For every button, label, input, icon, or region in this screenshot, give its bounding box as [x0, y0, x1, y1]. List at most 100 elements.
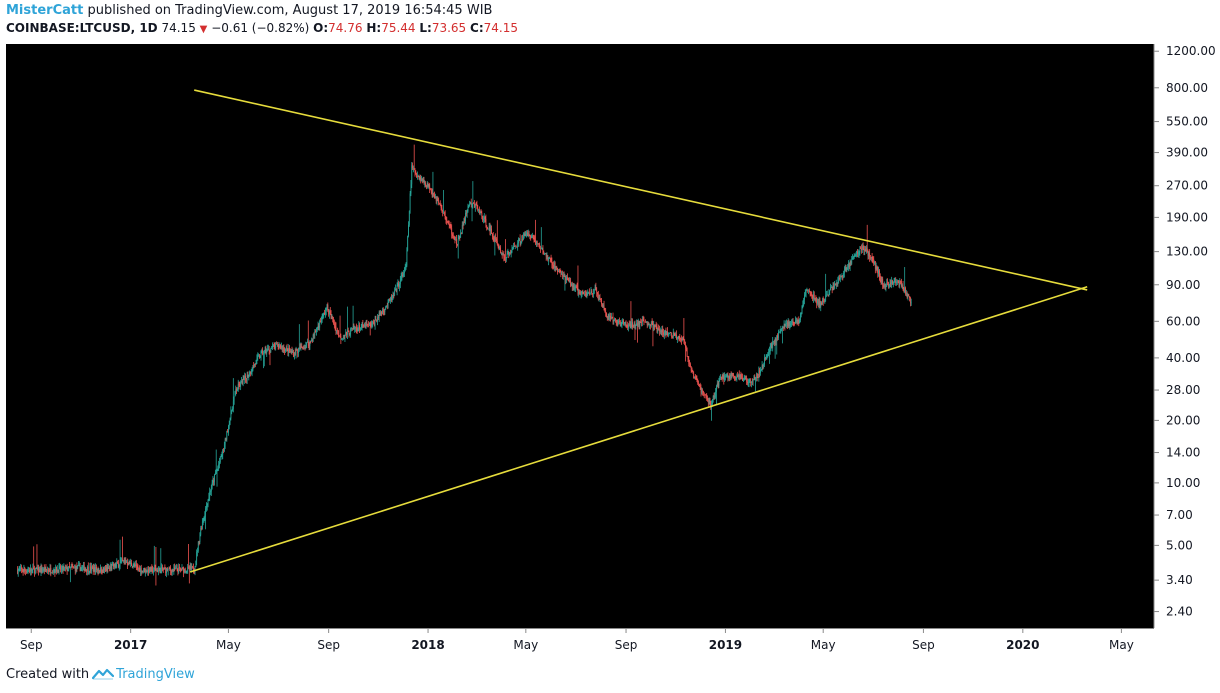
candle-body	[857, 251, 858, 254]
candle-body	[270, 348, 272, 352]
candle-body	[63, 567, 65, 570]
candle-body	[840, 275, 842, 277]
candle-body	[336, 330, 338, 332]
author-link[interactable]: MisterCatt	[6, 3, 84, 18]
candle-body	[698, 384, 700, 387]
candle-body	[381, 312, 383, 314]
candle-body	[687, 356, 689, 360]
candle-body	[112, 564, 114, 565]
candle-body	[634, 323, 636, 326]
candle-body	[234, 391, 236, 397]
candle-body	[386, 305, 388, 307]
time-axis[interactable]: Sep 2017 May Sep 2018 May Sep 2019 May Sep 2020 May	[20, 628, 1134, 652]
candle-body	[258, 355, 260, 358]
candle-body	[289, 348, 290, 352]
candle-body	[816, 300, 818, 304]
candle-body	[287, 348, 289, 353]
candle-body	[377, 317, 378, 322]
trendlines-group	[189, 89, 1088, 573]
candle-body	[101, 572, 103, 573]
candle-body	[771, 344, 773, 348]
candle-body	[639, 321, 641, 325]
candle-body	[305, 345, 307, 348]
candle-body	[205, 508, 207, 515]
candle-body	[56, 566, 57, 572]
candle-body	[296, 350, 298, 351]
candle-body	[775, 339, 777, 342]
candle-body	[758, 370, 760, 378]
candle-body	[691, 370, 693, 372]
candle-body	[879, 270, 880, 278]
candle-body	[681, 338, 682, 341]
candle-body	[338, 331, 339, 336]
candle-body	[149, 567, 151, 572]
candle-body	[388, 299, 390, 301]
candle-body	[596, 290, 598, 293]
candle-body	[552, 264, 554, 266]
candle-body	[151, 567, 153, 568]
candle-body	[226, 430, 228, 440]
tradingview-link[interactable]: TradingView	[116, 667, 195, 682]
candle-body	[307, 341, 309, 345]
candle-body	[261, 350, 263, 352]
candle-body	[254, 364, 256, 365]
candle-body	[426, 182, 428, 188]
candle-body	[304, 347, 306, 348]
candle-body	[739, 374, 741, 377]
candle-body	[320, 320, 322, 323]
candle-body	[515, 245, 517, 247]
candle-body	[553, 262, 555, 269]
candle-body	[276, 343, 277, 345]
trendline-upper-resistance[interactable]	[194, 89, 1088, 291]
candle-body	[471, 204, 473, 205]
candle-body	[740, 374, 742, 376]
candle-body	[711, 403, 712, 406]
trendline-lower-support[interactable]	[189, 286, 1088, 573]
candle-body	[853, 256, 855, 258]
y-tick-label: 14.00	[1166, 446, 1200, 460]
candle-body	[343, 336, 345, 338]
candle-body	[315, 330, 317, 332]
candle-body	[661, 329, 663, 332]
candle-body	[699, 386, 701, 388]
candle-body	[250, 371, 252, 374]
created-with-text: Created with	[6, 667, 90, 682]
candle-body	[878, 270, 880, 274]
candle-body	[597, 294, 599, 300]
candle-body	[855, 253, 857, 257]
candle-body	[588, 292, 590, 295]
candle-body	[105, 568, 106, 570]
candle-body	[74, 567, 76, 572]
candle-body	[196, 551, 198, 561]
candle-body	[175, 568, 176, 570]
candle-body	[647, 323, 649, 325]
candle-body	[279, 345, 281, 347]
candle-body	[791, 321, 793, 323]
candle-body	[787, 321, 789, 327]
candle-body	[714, 396, 716, 398]
candle-body	[837, 281, 839, 285]
candle-body	[86, 569, 88, 572]
candle-body	[551, 261, 553, 265]
candle-body	[308, 344, 310, 346]
plot-area[interactable]	[6, 44, 1154, 628]
candle-body	[821, 302, 822, 305]
candle-body	[275, 343, 277, 349]
candle-body	[812, 296, 814, 299]
candle-body	[402, 274, 404, 276]
candle-body	[732, 373, 734, 376]
candle-body	[148, 569, 149, 573]
price-axis[interactable]: 1200.00 800.00 550.00 390.00 270.00 190.00 130…	[1154, 44, 1216, 619]
candle-body	[122, 560, 124, 561]
candle-body	[711, 399, 713, 404]
candle-body	[374, 319, 376, 326]
candle-body	[727, 374, 729, 378]
candle-body	[424, 183, 426, 184]
candle-body	[344, 335, 346, 338]
candle-body	[651, 322, 653, 325]
candle-body	[212, 480, 214, 483]
candle-body	[294, 352, 295, 357]
candle-body	[521, 238, 523, 242]
candle-body	[897, 281, 899, 283]
